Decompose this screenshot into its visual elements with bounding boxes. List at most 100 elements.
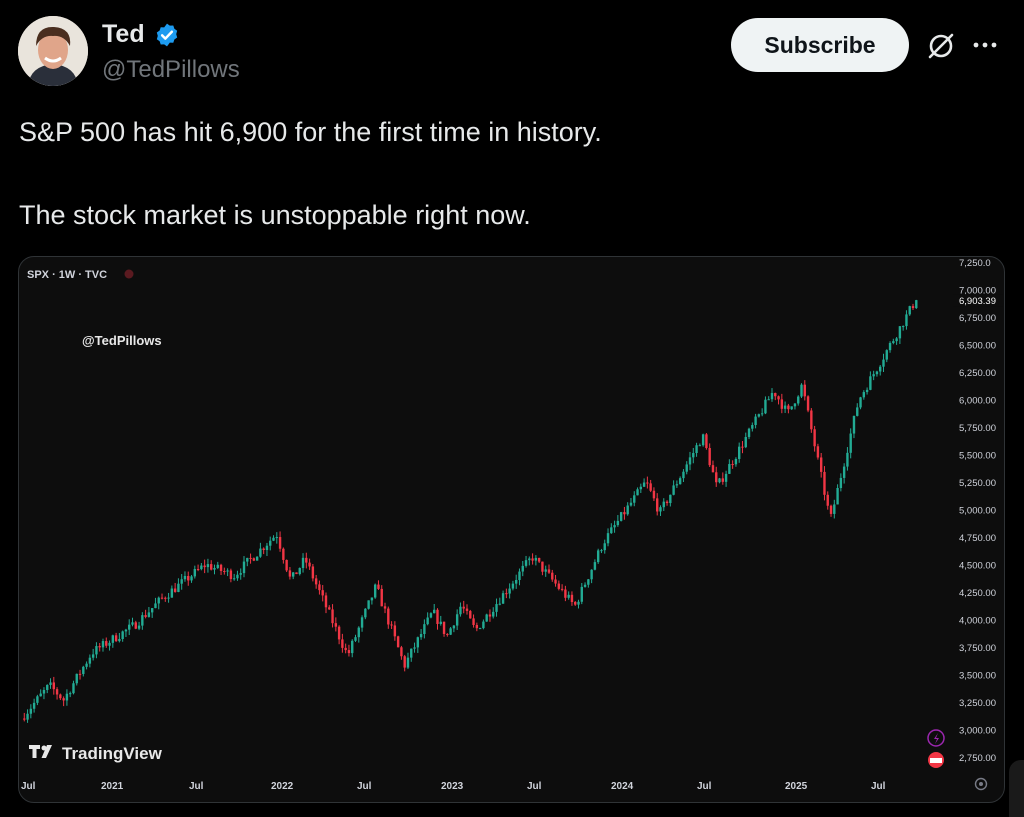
candle-body xyxy=(724,473,728,482)
grok-icon[interactable] xyxy=(925,30,957,62)
candle-body xyxy=(39,693,42,697)
candle-body xyxy=(551,572,554,580)
candle-body xyxy=(505,593,508,595)
x-tick-label: 2022 xyxy=(271,781,294,792)
candle-body xyxy=(590,569,593,580)
candle-body xyxy=(836,488,839,505)
candle-body xyxy=(665,501,669,504)
candle-body xyxy=(98,646,101,648)
candle-body xyxy=(173,588,177,592)
candle-body xyxy=(259,548,262,557)
candle-body xyxy=(433,609,436,614)
candle-body xyxy=(882,359,885,367)
x-tick-label: 2024 xyxy=(611,781,634,792)
candle-body xyxy=(898,326,902,339)
candle-body xyxy=(364,608,367,618)
y-tick-label: 7,250.0 xyxy=(959,258,991,269)
candle-body xyxy=(587,579,590,585)
candles-layer xyxy=(23,299,918,723)
candle-body xyxy=(446,633,449,635)
candle-body xyxy=(305,557,308,563)
candle-body xyxy=(633,495,636,503)
more-options-icon[interactable] xyxy=(970,30,1000,60)
candle-body xyxy=(406,657,410,668)
avatar[interactable] xyxy=(18,16,88,86)
settings-icon xyxy=(974,777,988,791)
y-tick-label: 5,500.00 xyxy=(959,451,996,462)
x-tick-label: Jul xyxy=(21,781,36,792)
candle-body xyxy=(728,464,731,474)
x-tick-label: Jul xyxy=(189,781,204,792)
candle-body xyxy=(580,586,583,602)
candle-body xyxy=(419,634,423,638)
candle-body xyxy=(534,557,538,561)
candle-body xyxy=(839,477,843,489)
candle-body xyxy=(78,673,82,675)
candle-body xyxy=(780,399,784,409)
author-handle[interactable]: @TedPillows xyxy=(102,56,240,83)
y-tick-label: 7,000.00 xyxy=(959,286,996,297)
candle-body xyxy=(121,631,124,640)
candle-body xyxy=(626,505,629,515)
candle-body xyxy=(879,366,882,372)
candle-body xyxy=(718,478,721,483)
candle-body xyxy=(649,483,652,491)
candle-body xyxy=(236,574,239,579)
candle-body xyxy=(803,384,806,397)
author-name[interactable]: Ted xyxy=(102,20,145,48)
candle-body xyxy=(190,576,193,581)
tweet-text-line-1: S&P 500 has hit 6,900 for the first time… xyxy=(19,117,602,147)
candle-body xyxy=(42,690,46,694)
candle-body xyxy=(911,306,915,309)
candle-body xyxy=(321,590,324,596)
candle-body xyxy=(675,484,679,486)
y-tick-label: 4,250.00 xyxy=(959,588,996,599)
candle-body xyxy=(865,389,869,393)
candle-body xyxy=(147,612,151,617)
candle-body xyxy=(101,641,105,648)
candle-body xyxy=(544,569,547,572)
candle-body xyxy=(265,545,269,551)
candle-body xyxy=(455,614,459,626)
candle-body xyxy=(672,485,675,495)
candle-body xyxy=(383,606,387,609)
candle-body xyxy=(144,615,147,617)
candle-body xyxy=(747,428,751,437)
candle-body xyxy=(331,609,334,624)
candle-body xyxy=(324,595,328,608)
candle-body xyxy=(905,314,908,327)
candle-body xyxy=(370,597,374,601)
candle-body xyxy=(846,452,849,467)
candle-body xyxy=(459,606,462,615)
candle-body xyxy=(501,593,505,604)
candle-body xyxy=(678,478,682,485)
candle-body xyxy=(574,601,577,605)
candle-body xyxy=(59,694,62,699)
candle-body xyxy=(105,641,108,646)
candle-body xyxy=(849,433,852,453)
candle-body xyxy=(183,575,187,580)
candle-body xyxy=(613,525,616,528)
y-tick-label: 6,500.00 xyxy=(959,341,996,352)
candle-body xyxy=(187,575,190,581)
y-tick-label: 5,000.00 xyxy=(959,506,996,517)
candle-body xyxy=(52,682,55,690)
candle-body xyxy=(560,588,564,590)
candle-body xyxy=(564,589,567,598)
candle-body xyxy=(701,434,705,446)
subscribe-button[interactable]: Subscribe xyxy=(731,18,909,72)
y-tick-label: 2,750.00 xyxy=(959,753,996,764)
candle-body xyxy=(901,326,905,328)
candle-body xyxy=(852,415,856,434)
candle-body xyxy=(308,562,311,567)
candle-body xyxy=(137,625,141,629)
chart-image[interactable]: 7,250.0 7,000.00 6,750.00 6,500.00 6,250.00 6… xyxy=(18,256,1005,803)
candle-body xyxy=(216,564,219,568)
candle-body xyxy=(826,494,829,506)
candle-body xyxy=(488,614,492,617)
last-price-bg xyxy=(953,294,1003,307)
y-tick-label: 4,500.00 xyxy=(959,561,996,572)
candle-body xyxy=(367,600,370,609)
candle-body xyxy=(377,584,380,589)
candle-body xyxy=(616,520,620,526)
